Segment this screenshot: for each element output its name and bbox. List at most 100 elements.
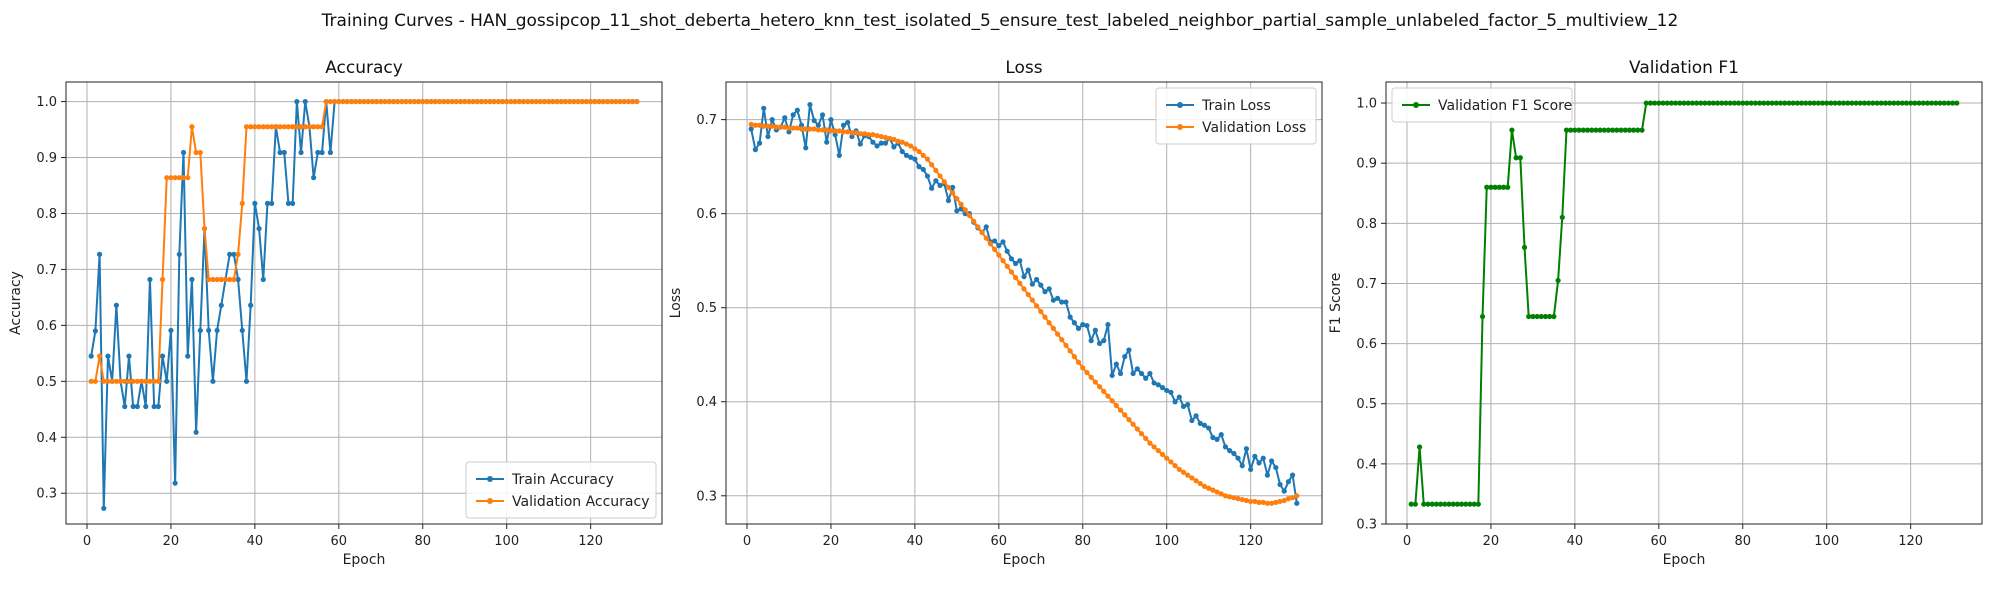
x-tick-label: 120 <box>1238 534 1263 549</box>
data-point <box>1038 282 1044 288</box>
data-point <box>748 126 754 132</box>
data-point <box>378 98 384 105</box>
data-point <box>1920 100 1926 106</box>
data-point <box>773 124 779 130</box>
data-point <box>399 98 405 105</box>
data-point <box>277 124 283 130</box>
panel-title: Loss <box>1005 58 1042 78</box>
data-point <box>1075 325 1082 331</box>
data-point <box>596 98 602 105</box>
data-point <box>861 131 868 137</box>
data-point <box>1610 127 1616 133</box>
data-point <box>130 378 136 384</box>
data-point <box>1126 417 1132 423</box>
data-point <box>1828 100 1834 106</box>
data-point <box>189 124 195 130</box>
data-point <box>185 175 191 181</box>
data-point <box>1088 374 1094 380</box>
data-point <box>109 378 115 384</box>
data-point <box>197 327 203 334</box>
legend-box <box>1155 87 1317 145</box>
data-point <box>210 276 216 283</box>
data-point <box>1593 127 1599 133</box>
data-point <box>1857 100 1863 106</box>
data-point <box>252 124 258 130</box>
data-point <box>761 105 767 111</box>
data-point <box>105 378 111 384</box>
data-point <box>1845 100 1851 106</box>
data-point <box>941 179 947 185</box>
data-point <box>870 139 876 145</box>
legend-swatch-marker <box>487 498 493 504</box>
legend: Validation F1 Score <box>1391 87 1573 123</box>
data-point <box>1836 100 1842 106</box>
x-tick-label: 100 <box>1154 534 1179 549</box>
data-point <box>1243 497 1250 504</box>
data-point <box>1025 267 1031 273</box>
data-point <box>798 126 805 132</box>
data-point <box>983 235 989 241</box>
data-point <box>815 127 821 133</box>
data-point <box>1214 489 1220 495</box>
data-point <box>874 143 880 149</box>
data-point <box>836 128 842 134</box>
data-point <box>782 124 788 130</box>
data-point <box>1416 444 1423 450</box>
data-point <box>1277 498 1283 505</box>
data-point <box>1866 100 1872 106</box>
data-point <box>214 276 220 283</box>
data-point <box>1252 453 1258 459</box>
data-point <box>1176 394 1182 400</box>
y-tick-label: 0.6 <box>36 319 57 334</box>
data-point <box>828 128 834 134</box>
data-point <box>1185 472 1191 478</box>
data-point <box>1689 100 1695 106</box>
data-point <box>1101 388 1107 394</box>
data-point <box>445 98 451 105</box>
figure-suptitle: Training Curves - HAN_gossipcop_11_shot_… <box>321 11 1679 31</box>
data-point <box>1294 493 1300 499</box>
data-point <box>1668 100 1675 106</box>
data-point <box>794 125 800 131</box>
data-point <box>340 98 346 105</box>
data-point <box>1080 322 1086 328</box>
data-point <box>1731 100 1737 106</box>
data-point <box>252 200 258 207</box>
data-point <box>1761 100 1767 106</box>
data-point <box>1526 313 1532 320</box>
data-point <box>126 353 132 359</box>
data-point <box>765 123 771 129</box>
data-point <box>920 166 926 173</box>
data-point <box>1054 295 1061 301</box>
data-point <box>285 124 292 130</box>
data-point <box>1509 127 1515 133</box>
data-point <box>916 164 922 170</box>
data-point <box>1790 100 1796 106</box>
data-point <box>1559 214 1565 220</box>
data-point <box>1530 313 1536 320</box>
data-point <box>1004 263 1010 269</box>
data-point <box>1878 100 1884 106</box>
data-point <box>478 98 485 105</box>
data-point <box>1239 463 1245 469</box>
data-point <box>583 98 590 105</box>
data-point <box>912 156 918 162</box>
data-point <box>908 143 914 149</box>
data-point <box>1488 184 1494 190</box>
data-point <box>373 98 380 105</box>
data-point <box>1895 100 1901 106</box>
data-point <box>908 154 914 160</box>
data-point <box>1269 500 1275 506</box>
data-point <box>1080 365 1086 371</box>
data-point <box>206 327 212 334</box>
data-point <box>306 124 313 130</box>
data-point <box>752 122 758 128</box>
data-point <box>432 98 438 105</box>
data-point <box>1626 127 1633 133</box>
data-point <box>950 184 956 190</box>
data-point <box>1454 501 1460 507</box>
legend-box <box>1391 87 1573 123</box>
data-point <box>966 212 973 219</box>
data-point <box>256 124 262 130</box>
data-point <box>1693 100 1700 106</box>
